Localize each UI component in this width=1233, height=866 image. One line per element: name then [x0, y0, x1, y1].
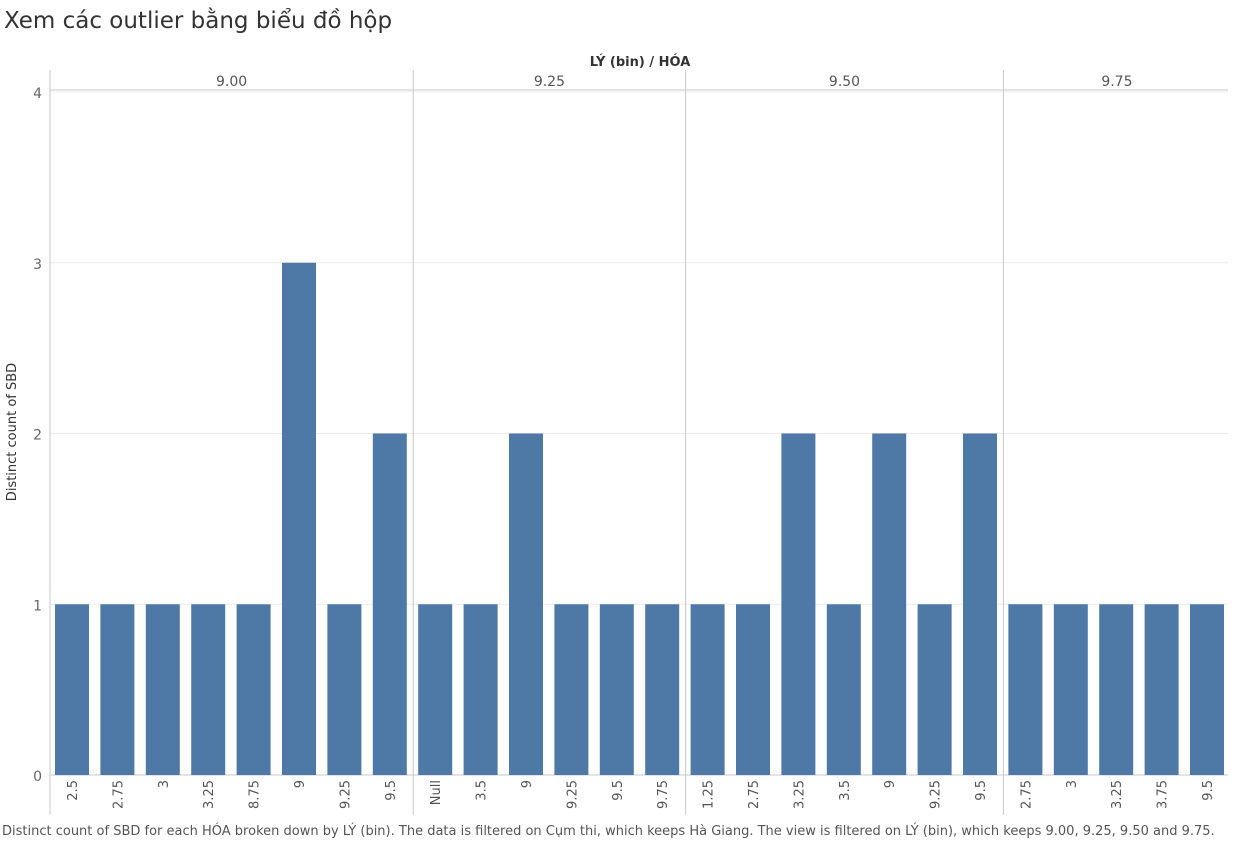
panel-header-label: 9.00 [216, 74, 247, 90]
column-header-title: LÝ (bin) / HÓA [590, 54, 691, 70]
y-tick-label: 3 [33, 257, 42, 273]
column-headers: LÝ (bin) / HÓA 9.00 9.25 9.50 9.75 [216, 54, 1132, 90]
panel-header-label: 9.75 [1101, 74, 1132, 90]
x-tick-label: 2.75 [747, 780, 762, 809]
gridlines [50, 91, 1228, 605]
bar [372, 433, 407, 775]
x-tick-label: 9.5 [611, 780, 626, 801]
x-tick-label: 3 [157, 780, 172, 788]
panel-header-label: 9.25 [534, 74, 565, 90]
x-tick-label: 2.75 [1019, 780, 1034, 809]
x-tick-label: Null [429, 780, 444, 805]
bar [963, 433, 997, 775]
x-tick-label: 9 [520, 780, 535, 788]
page-title: Xem các outlier bằng biểu đồ hộp [4, 8, 393, 34]
x-tick-label: 9 [293, 780, 308, 788]
bar [917, 604, 952, 775]
y-tick-label: 1 [33, 598, 42, 614]
bar [1099, 604, 1134, 775]
bar [418, 604, 453, 775]
bar [191, 604, 226, 775]
bar [690, 604, 725, 775]
x-tick-label: 9.5 [974, 780, 989, 801]
x-tick-label: 9.5 [1201, 780, 1216, 801]
x-tick-label: 9.5 [384, 780, 399, 801]
bar [645, 604, 680, 775]
x-tick-labels: 2.5 2.75 3 3.25 8.75 9 9.25 9.5 Null 3.5 9 9.25 9.5 9… [66, 780, 1216, 809]
x-tick-label: 1.25 [702, 780, 717, 809]
chart-frame [49, 70, 1228, 815]
bar [509, 433, 543, 775]
bar [872, 433, 907, 775]
bars [55, 262, 1224, 775]
chart-caption: Distinct count of SBD for each HÓA broke… [2, 824, 1215, 839]
y-tick-label: 0 [33, 769, 42, 785]
x-tick-label: 9.75 [656, 780, 671, 809]
y-tick-label: 2 [33, 428, 42, 444]
x-tick-label: 9.25 [565, 780, 580, 809]
bar [236, 604, 271, 775]
x-tick-label: 3.5 [838, 780, 853, 801]
bar [327, 604, 362, 775]
y-axis-label: Distinct count of SBD [5, 363, 20, 501]
x-tick-label: 3.25 [1110, 780, 1125, 809]
bar [145, 604, 180, 775]
bar [554, 604, 589, 775]
x-tick-label: 3.25 [202, 780, 217, 809]
x-tick-label: 3.75 [1156, 780, 1171, 809]
bar-chart: LÝ (bin) / HÓA 9.00 9.25 9.50 9.75 Distinct… [5, 54, 1228, 815]
x-tick-label: 2.5 [66, 780, 81, 801]
x-tick-label: 9 [883, 780, 898, 788]
x-tick-label: 3 [1065, 780, 1080, 788]
bar [1190, 604, 1224, 775]
panel-header-label: 9.50 [829, 74, 860, 90]
x-tick-label: 8.75 [248, 780, 263, 809]
y-tick-label: 4 [33, 86, 42, 102]
x-tick-label: 3.25 [792, 780, 807, 809]
x-tick-label: 9.25 [929, 780, 944, 809]
bar [781, 433, 816, 775]
bar [1053, 604, 1088, 775]
bar [826, 604, 861, 775]
bar [55, 604, 89, 775]
bar [463, 604, 498, 775]
bar [282, 262, 316, 775]
x-tick-label: 3.5 [475, 780, 490, 801]
bar [100, 604, 135, 775]
x-tick-label: 2.75 [111, 780, 126, 809]
x-tick-label: 9.25 [338, 780, 353, 809]
bar [1144, 604, 1179, 775]
bar [599, 604, 634, 775]
bar [1008, 604, 1043, 775]
bar [736, 604, 770, 775]
y-axis: Distinct count of SBD 0 1 2 3 4 [5, 86, 42, 785]
